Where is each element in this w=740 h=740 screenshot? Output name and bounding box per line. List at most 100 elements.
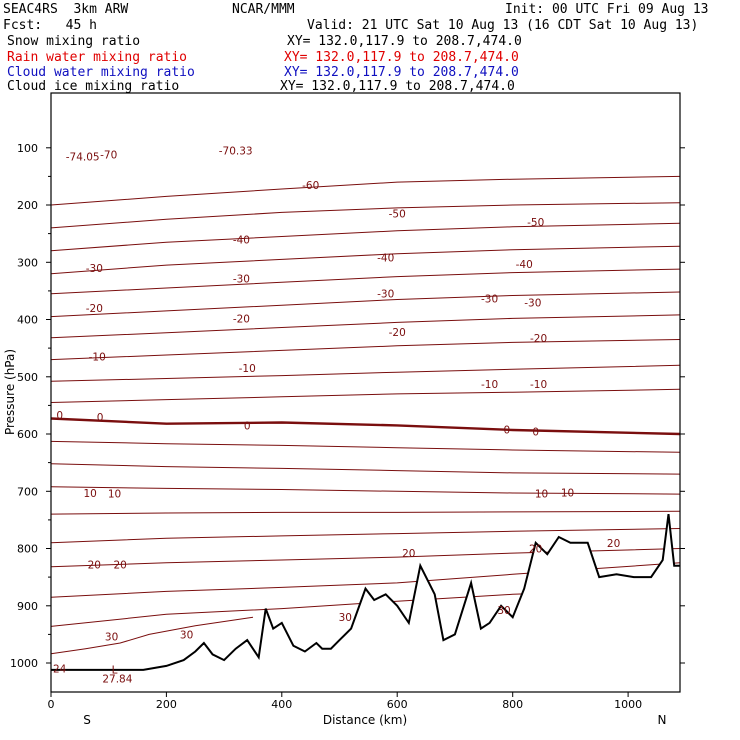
contour-line-9 <box>50 388 681 403</box>
organization: NCAR/MMM <box>232 2 295 17</box>
contour-label-34: 20 <box>529 544 542 556</box>
contour-line-12 <box>50 463 681 475</box>
contour-label-26: 0 <box>532 427 539 439</box>
contour-label-28: 10 <box>108 489 121 501</box>
y-tick-label-9: 1000 <box>10 657 38 670</box>
contour-label-16: -20 <box>389 327 406 339</box>
contour-line-11 <box>50 440 681 453</box>
contour-label-22: 0 <box>56 410 63 422</box>
contour-label-39: 30 <box>497 605 510 617</box>
contour-label-36: 30 <box>105 632 118 644</box>
contour-label-17: -20 <box>530 333 547 345</box>
contour-line-3 <box>50 245 681 275</box>
field-rain-label: Rain water mixing ratio <box>7 50 188 65</box>
field-cloudice-xy: XY= 132.0,117.9 to 208.7,474.0 <box>280 79 515 94</box>
contour-line-7 <box>50 339 681 361</box>
contour-labels: -74.05 -70 -70.33 -60 -50 -50 -40 -40 -40 -30 -30 -… <box>53 146 620 686</box>
contour-label-10: -30 <box>233 273 250 285</box>
contour-line-15 <box>50 528 681 544</box>
field-cloudwater-label: Cloud water mixing ratio <box>7 65 195 80</box>
contour-line-19 <box>50 616 254 655</box>
contour-label-6: -40 <box>233 234 250 246</box>
field-snow-xy: XY= 132.0,117.9 to 208.7,474.0 <box>287 34 522 49</box>
y-tick-label-2: 300 <box>17 256 38 269</box>
x-tick-label-4: 800 <box>502 698 523 711</box>
x-tick-label-3: 600 <box>387 698 408 711</box>
terrain-fill <box>51 514 680 692</box>
forecast-hour: Fcst: 45 h <box>3 18 97 33</box>
x-axis-right-end-label: N <box>658 713 667 727</box>
field-cloudice-label: Cloud ice mixing ratio <box>7 79 180 94</box>
y-tick-label-8: 900 <box>17 600 38 613</box>
field-snow-label: Snow mixing ratio <box>7 34 141 49</box>
contour-label-5: -50 <box>527 217 544 229</box>
contour-label-9: -30 <box>86 263 103 275</box>
contour-label-41: L <box>112 664 118 676</box>
x-tick-label-1: 200 <box>156 698 177 711</box>
field-cloudwater-xy: XY= 132.0,117.9 to 208.7,474.0 <box>284 65 519 80</box>
contour-line-10 <box>50 417 681 436</box>
x-tick-label-0: 0 <box>48 698 55 711</box>
terrain-layer <box>51 513 680 692</box>
contour-line-14 <box>50 510 681 515</box>
contour-label-4: -50 <box>389 209 406 221</box>
contour-label-19: -10 <box>239 363 256 375</box>
contour-label-32: 20 <box>114 560 127 572</box>
contour-line-5 <box>50 291 681 318</box>
y-tick-label-5: 600 <box>17 428 38 441</box>
contour-label-30: 10 <box>561 487 574 499</box>
contour-label-38: 30 <box>339 612 352 624</box>
contour-line-6 <box>50 314 681 339</box>
contour-label-14: -20 <box>86 303 103 315</box>
contour-line-0 <box>50 175 681 206</box>
y-tick-label-1: 200 <box>17 199 38 212</box>
contour-label-3: -60 <box>302 180 319 192</box>
field-rain-xy: XY= 132.0,117.9 to 208.7,474.0 <box>284 50 519 65</box>
contour-line-2 <box>50 222 681 252</box>
contour-label-18: -10 <box>89 352 106 364</box>
valid-time: Valid: 21 UTC Sat 10 Aug 13 (16 CDT Sat … <box>307 18 699 33</box>
contour-label-27: 10 <box>84 488 97 500</box>
plot-frame <box>50 92 681 693</box>
x-axis-label: Distance (km) <box>323 713 407 727</box>
x-tick-label-2: 400 <box>271 698 292 711</box>
contour-label-8: -40 <box>516 259 533 271</box>
contour-label-1: -70 <box>100 150 117 162</box>
contour-label-23: 0 <box>97 412 104 424</box>
contour-label-11: -30 <box>377 289 394 301</box>
x-tick-label-5: 1000 <box>614 698 642 711</box>
contour-label-2: -70.33 <box>219 146 253 158</box>
contour-label-0: -74.05 <box>66 151 100 163</box>
contour-label-31: 20 <box>88 560 101 572</box>
y-tick-label-3: 400 <box>17 314 38 327</box>
contour-label-37: 30 <box>180 629 193 641</box>
contour-label-13: -30 <box>524 297 541 309</box>
y-axis-label: Pressure (hPa) <box>3 349 17 435</box>
y-tick-label-4: 500 <box>17 371 38 384</box>
contour-label-7: -40 <box>377 253 394 265</box>
contour-label-21: -10 <box>530 379 547 391</box>
x-axis-ticks: 0 200 400 600 800 1000 <box>48 692 642 711</box>
contour-label-15: -20 <box>233 313 250 325</box>
terrain-line <box>51 513 680 671</box>
contour-line-8 <box>50 364 681 382</box>
contour-label-24: 0 <box>244 420 251 432</box>
contour-line-1 <box>50 202 681 229</box>
contour-label-33: 20 <box>402 548 415 560</box>
axes <box>50 92 681 693</box>
contour-label-40: 24 <box>53 664 67 676</box>
contour-label-29: 10 <box>535 489 548 501</box>
contour-label-12: -30 <box>481 293 498 305</box>
contour-label-20: -10 <box>481 379 498 391</box>
contour-label-42: 27.84 <box>102 674 132 686</box>
y-tick-label-7: 800 <box>17 543 38 556</box>
contour-line-13 <box>50 486 681 495</box>
y-tick-label-0: 100 <box>17 142 38 155</box>
contour-label-35: 20 <box>607 538 620 550</box>
y-tick-label-6: 700 <box>17 485 38 498</box>
contour-line-4 <box>50 268 681 295</box>
init-time: Init: 00 UTC Fri 09 Aug 13 <box>505 2 709 17</box>
x-axis-left-end-label: S <box>83 713 91 727</box>
